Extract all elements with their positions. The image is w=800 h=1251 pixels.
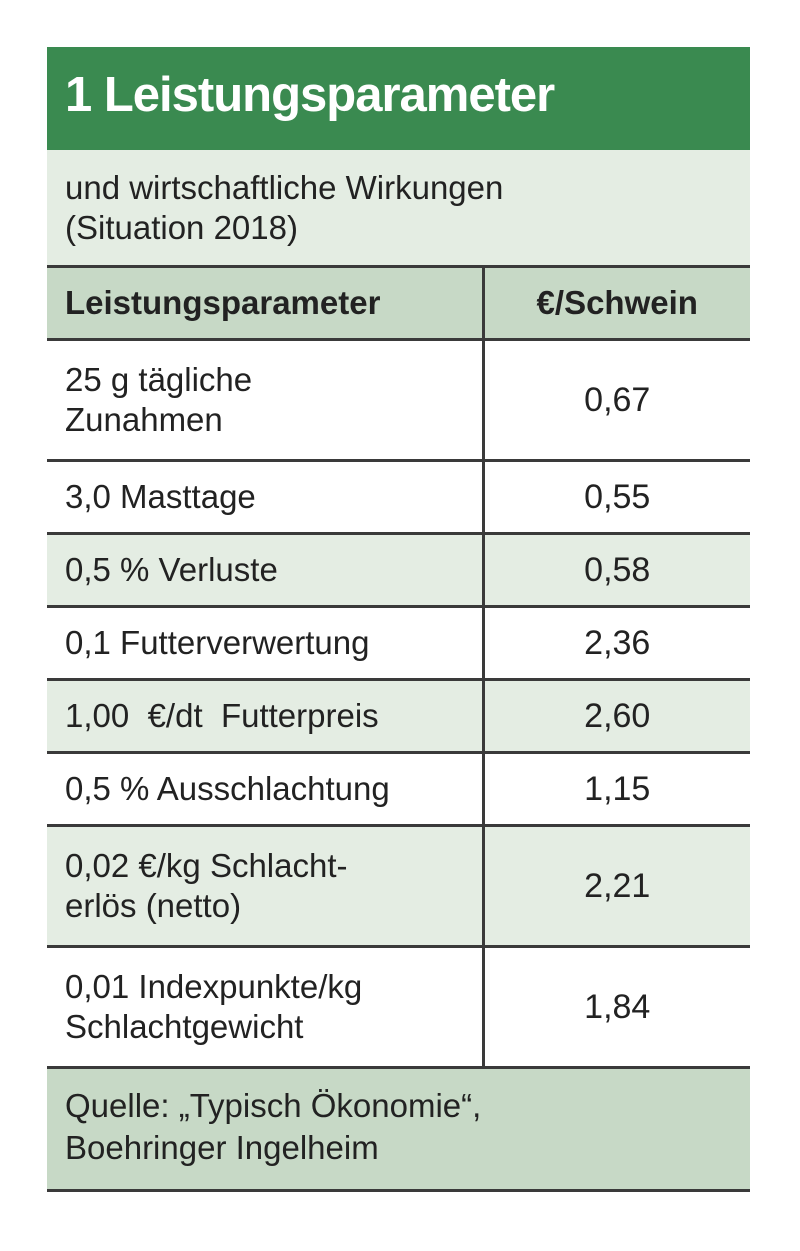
value-cell: 1,84 xyxy=(483,945,750,1066)
parameter-line: 0,5 % Verluste xyxy=(65,551,278,588)
subtitle-line-2: (Situation 2018) xyxy=(65,209,298,246)
parameter-cell: 0,01 Indexpunkte/kg Schlachtgewicht xyxy=(47,945,485,1066)
value-cell: 0,58 xyxy=(483,532,750,607)
parameter-line: 0,02 €/kg Schlacht- xyxy=(65,847,348,884)
value-cell: 2,21 xyxy=(483,824,750,947)
parameter-cell: 3,0 Masttage xyxy=(47,459,485,534)
value-cell: 2,36 xyxy=(483,605,750,680)
subtitle-line-1: und wirtschaftliche Wirkungen xyxy=(65,169,504,206)
parameter-line: 0,5 % Ausschlachtung xyxy=(65,770,390,807)
parameter-cell: 0,5 % Ausschlachtung xyxy=(47,751,485,826)
source-line-1: Quelle: „Typisch Ökonomie“, xyxy=(65,1087,482,1124)
parameter-cell: 0,02 €/kg Schlacht- erlös (netto) xyxy=(47,824,485,947)
table-row: 0,02 €/kg Schlacht- erlös (netto) 2,21 xyxy=(47,824,750,947)
table-row: 25 g tägliche Zunahmen 0,67 xyxy=(47,338,750,461)
parameter-cell: 0,5 % Verluste xyxy=(47,532,485,607)
parameter-line: 0,01 Indexpunkte/kg xyxy=(65,968,363,1005)
table-header-row: Leistungsparameter €/Schwein xyxy=(47,265,750,340)
box-title: 1 Leistungsparameter xyxy=(47,47,750,150)
column-header-parameter: Leistungsparameter xyxy=(47,265,485,340)
value-cell: 2,60 xyxy=(483,678,750,753)
box-subtitle: und wirtschaftliche Wirkungen (Situation… xyxy=(47,150,750,265)
parameter-cell: 1,00 €/dt Futterpreis xyxy=(47,678,485,753)
parameter-line: 3,0 Masttage xyxy=(65,478,256,515)
table-body: 25 g tägliche Zunahmen 0,67 3,0 Masttage… xyxy=(47,338,750,1066)
table-row: 3,0 Masttage 0,55 xyxy=(47,459,750,534)
parameter-line: Schlachtgewicht xyxy=(65,1008,304,1045)
parameter-line: 1,00 €/dt Futterpreis xyxy=(65,697,379,734)
parameter-line: 0,1 Futterverwertung xyxy=(65,624,370,661)
parameter-line: 25 g tägliche xyxy=(65,361,253,398)
source-note: Quelle: „Typisch Ökonomie“, Boehringer I… xyxy=(47,1066,750,1192)
table-row: 0,01 Indexpunkte/kg Schlachtgewicht 1,84 xyxy=(47,945,750,1066)
table-row: 0,5 % Ausschlachtung 1,15 xyxy=(47,751,750,826)
column-header-value: €/Schwein xyxy=(483,265,750,340)
parameter-cell: 0,1 Futterverwertung xyxy=(47,605,485,680)
parameter-line: erlös (netto) xyxy=(65,887,242,924)
parameter-cell: 25 g tägliche Zunahmen xyxy=(47,338,485,461)
value-cell: 0,55 xyxy=(483,459,750,534)
parameter-line: Zunahmen xyxy=(65,401,223,438)
table-row: 0,1 Futterverwertung 2,36 xyxy=(47,605,750,680)
value-cell: 1,15 xyxy=(483,751,750,826)
value-cell: 0,67 xyxy=(483,338,750,461)
table-row: 1,00 €/dt Futterpreis 2,60 xyxy=(47,678,750,753)
table-row: 0,5 % Verluste 0,58 xyxy=(47,532,750,607)
source-line-2: Boehringer Ingelheim xyxy=(65,1129,379,1166)
info-box: 1 Leistungsparameter und wirtschaftliche… xyxy=(47,47,750,1192)
performance-table: Leistungsparameter €/Schwein 25 g täglic… xyxy=(47,265,750,1066)
